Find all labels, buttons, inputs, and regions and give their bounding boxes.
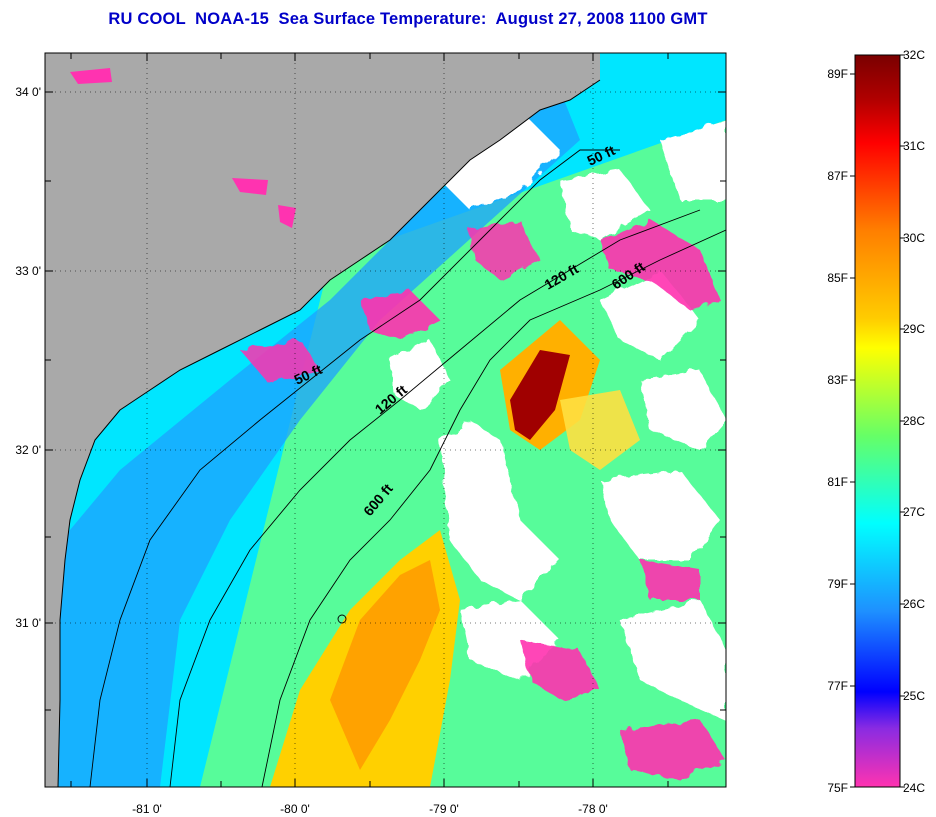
cloud-mask: [640, 370, 726, 450]
colorbar-celsius-label: 26C: [903, 597, 925, 611]
cloud-mask: [390, 340, 450, 410]
seamount-contour: [337, 614, 347, 624]
colorbar-fahrenheit-label: 81F: [827, 475, 848, 489]
sst-hot-core: [510, 350, 570, 440]
isobath-600ft: [261, 229, 726, 787]
colorbar-celsius-label: 25C: [903, 689, 925, 703]
cloud-edge: [360, 290, 440, 340]
map-panel: 50 ft 120 ft 600 ft 50 ft 120 ft 600 ft: [45, 53, 726, 787]
colorbar-fahrenheit-label: 89F: [827, 67, 848, 81]
cloud-mask: [440, 420, 560, 600]
cloud-edge: [232, 178, 268, 195]
colorbar-celsius-label: 32C: [903, 48, 925, 62]
cloud-mask: [600, 470, 720, 560]
map-title: RU COOL NOAA-15 Sea Surface Temperature:…: [108, 10, 708, 28]
cloud-edge: [70, 68, 112, 84]
cloud-edge: [620, 720, 726, 780]
cloud-edge: [600, 220, 720, 310]
cloud-mask: [660, 120, 726, 200]
colorbar: 32C 31C 30C 29C 28C 27C 26C 25C 24C 89F …: [827, 48, 925, 795]
colorbar-fahrenheit-label: 87F: [827, 169, 848, 183]
colorbar-fahrenheit-label: 83F: [827, 373, 848, 387]
colorbar-celsius-label: 29C: [903, 322, 925, 336]
lat-label: 33 0': [15, 264, 41, 278]
sst-warm-core: [330, 560, 440, 770]
lat-label: 32 0': [15, 443, 41, 457]
sst-band-26c: [45, 90, 580, 787]
cloud-edge: [520, 640, 600, 700]
land-mass: [45, 53, 600, 787]
lon-label: -79 0': [429, 802, 459, 816]
coastline: [57, 79, 601, 787]
map-frame: [44, 52, 727, 788]
axis-ticks: [45, 53, 726, 787]
colorbar-celsius-label: 28C: [903, 414, 925, 428]
lat-label: 34 0': [15, 85, 41, 99]
lon-label: -78 0': [578, 802, 608, 816]
colorbar-fahrenheit-label: 75F: [827, 781, 848, 795]
lon-label: -81 0': [132, 802, 162, 816]
colorbar-celsius-label: 24C: [903, 781, 925, 795]
cloud-mask: [560, 170, 650, 240]
cloud-edge: [470, 220, 540, 280]
isobath-120ft: [169, 209, 701, 787]
lat-label: 31 0': [15, 616, 41, 630]
lon-label: -80 0': [280, 802, 310, 816]
cloud-edge: [240, 340, 320, 385]
graticule: [45, 53, 726, 787]
cloud-mask: [620, 600, 726, 720]
colorbar-celsius-label: 31C: [903, 139, 925, 153]
colorbar-fahrenheit-label: 77F: [827, 679, 848, 693]
colorbar-fahrenheit-label: 79F: [827, 577, 848, 591]
colorbar-gradient: [854, 54, 901, 788]
cloud-edge: [640, 560, 700, 600]
cloud-edge: [278, 205, 296, 228]
isobath-50ft: [89, 149, 620, 787]
colorbar-celsius-label: 27C: [903, 505, 925, 519]
colorbar-celsius-label: 30C: [903, 231, 925, 245]
colorbar-fahrenheit-label: 85F: [827, 271, 848, 285]
